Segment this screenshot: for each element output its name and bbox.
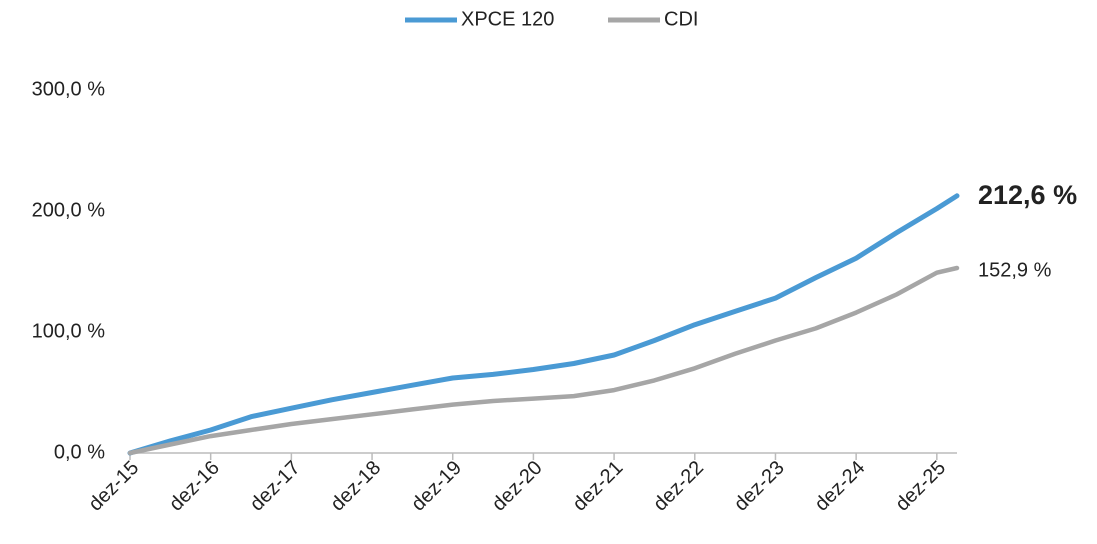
x-tick-label: dez-19 [407,457,466,516]
x-tick-label: dez-17 [246,457,305,516]
y-tick-label: 300,0 % [32,78,106,100]
x-tick-label: dez-21 [569,457,628,516]
x-tick-label: dez-20 [488,457,547,516]
series-line [127,265,960,456]
x-tick-label: dez-15 [84,457,143,516]
x-tick-label: dez-18 [327,457,386,516]
end-label: 212,6 % [978,180,1077,210]
y-tick-label: 100,0 % [32,320,106,342]
legend-label: CDI [664,8,698,30]
y-tick-label: 200,0 % [32,199,106,221]
series-line [127,193,960,456]
x-tick-label: dez-24 [811,457,870,516]
x-tick-label: dez-23 [730,457,789,516]
x-tick-label: dez-22 [649,457,708,516]
end-label: 152,9 % [978,259,1052,281]
y-tick-label: 0,0 % [54,441,105,463]
legend-label: XPCE 120 [461,8,554,30]
x-tick-label: dez-25 [891,457,950,516]
x-tick-label: dez-16 [165,457,224,516]
